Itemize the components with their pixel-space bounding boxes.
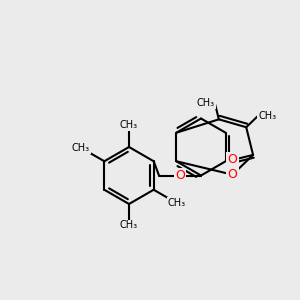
Text: CH₃: CH₃	[258, 111, 276, 121]
Text: CH₃: CH₃	[120, 121, 138, 130]
Text: O: O	[228, 153, 238, 167]
Text: CH₃: CH₃	[72, 143, 90, 153]
Text: CH₃: CH₃	[120, 220, 138, 230]
Text: CH₃: CH₃	[168, 198, 186, 208]
Text: O: O	[228, 168, 238, 181]
Text: CH₃: CH₃	[197, 98, 215, 108]
Text: O: O	[175, 169, 185, 182]
